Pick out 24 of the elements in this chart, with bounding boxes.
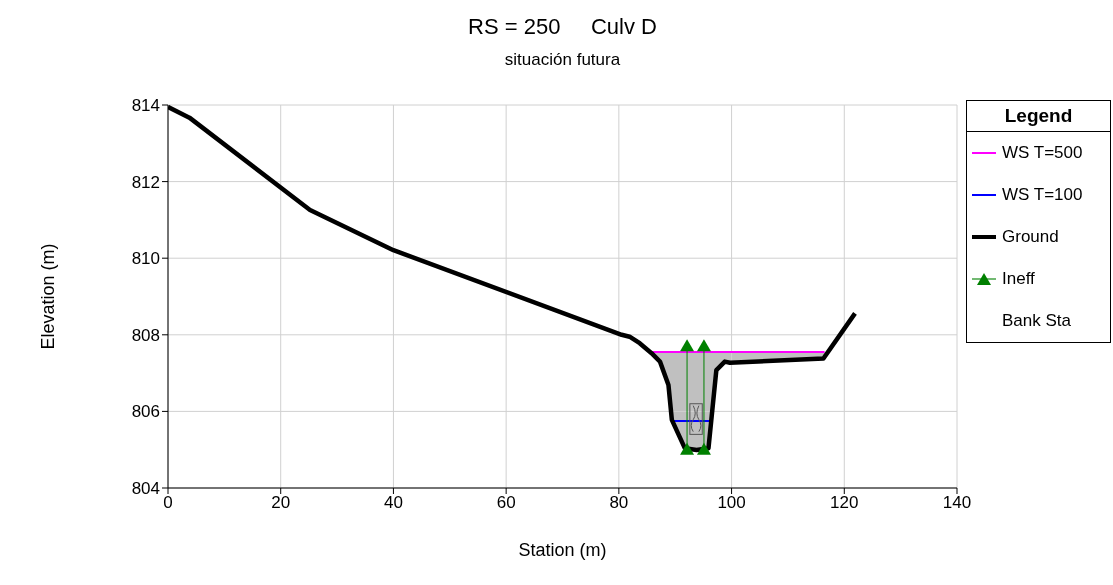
legend-label: WS T=500 <box>1002 143 1083 163</box>
x-tick-label: 60 <box>496 493 516 513</box>
y-tick-label: 812 <box>131 172 160 192</box>
x-tick-label: 120 <box>830 493 859 513</box>
y-tick-label: 806 <box>131 402 160 422</box>
legend-label: Ineff <box>1002 269 1035 289</box>
y-tick-label: 808 <box>131 325 160 345</box>
y-tick-label: 804 <box>131 479 160 499</box>
x-axis-title: Station (m) <box>518 540 607 560</box>
legend-label: Ground <box>1002 227 1059 247</box>
chart-subtitle: situación futura <box>503 50 622 70</box>
legend-title: Legend <box>967 101 1110 132</box>
x-tick-label: 20 <box>271 493 291 513</box>
y-axis-title: Elevation (m) <box>38 243 59 350</box>
y-tick-label: 810 <box>131 249 160 269</box>
x-tick-label: 40 <box>383 493 403 513</box>
chart-title: RS = 250 Culv D <box>467 14 658 40</box>
text: Bank Sta <box>1002 311 1071 331</box>
y-tick-label: 814 <box>131 96 160 116</box>
x-tick-label: 80 <box>609 493 629 513</box>
x-tick-label: 100 <box>717 493 746 513</box>
legend-label: WS T=100 <box>1002 185 1083 205</box>
x-tick-label: 140 <box>942 493 972 513</box>
x-tick-label: 0 <box>163 493 173 513</box>
